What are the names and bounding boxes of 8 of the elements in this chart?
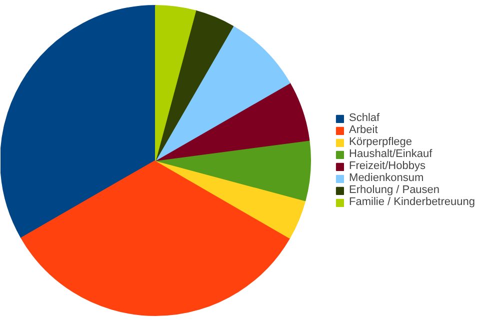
legend-label: Arbeit [349,124,378,136]
legend-label: Freizeit/Hobbys [349,160,426,172]
legend-label: Schlaf [349,112,380,124]
legend-label: Familie / Kinderbetreuung [349,196,475,208]
legend-label: Medienkonsum [349,172,424,184]
legend-label: Haushalt/Einkauf [349,148,432,160]
legend-label: Erholung / Pausen [349,184,440,196]
legend-label: Körperpflege [349,136,412,148]
